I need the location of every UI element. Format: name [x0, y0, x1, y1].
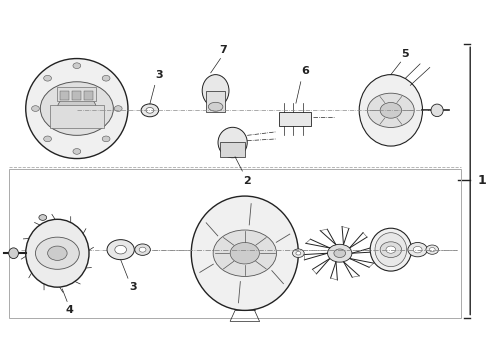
Bar	[9, 169, 462, 318]
Ellipse shape	[191, 196, 298, 310]
Circle shape	[102, 136, 110, 142]
Circle shape	[213, 230, 276, 276]
Circle shape	[334, 249, 345, 257]
Circle shape	[380, 103, 402, 118]
Circle shape	[40, 82, 113, 135]
Bar	[60, 91, 69, 100]
Circle shape	[31, 106, 39, 111]
Bar	[279, 112, 311, 126]
Ellipse shape	[370, 228, 412, 271]
Ellipse shape	[359, 75, 422, 146]
Circle shape	[107, 240, 134, 260]
Circle shape	[57, 94, 97, 123]
Text: 1: 1	[478, 174, 486, 186]
Text: 5: 5	[402, 49, 409, 59]
Circle shape	[102, 75, 110, 81]
Text: 6: 6	[302, 66, 310, 76]
Text: 3: 3	[156, 70, 164, 80]
Bar	[72, 91, 81, 100]
Circle shape	[44, 136, 51, 142]
Circle shape	[141, 104, 159, 117]
Ellipse shape	[375, 233, 407, 267]
Circle shape	[139, 247, 146, 252]
Circle shape	[296, 251, 301, 255]
Circle shape	[115, 246, 126, 254]
Ellipse shape	[208, 102, 223, 111]
Text: 2: 2	[244, 176, 251, 186]
Circle shape	[35, 237, 79, 269]
Circle shape	[293, 249, 304, 257]
Text: 4: 4	[66, 305, 74, 315]
Circle shape	[408, 243, 427, 257]
Text: 7: 7	[219, 45, 227, 55]
Ellipse shape	[26, 59, 128, 158]
Circle shape	[426, 245, 439, 254]
Circle shape	[39, 215, 47, 220]
Bar	[50, 105, 103, 128]
Circle shape	[73, 149, 81, 154]
Circle shape	[146, 108, 154, 113]
Bar	[57, 87, 97, 102]
Circle shape	[368, 93, 414, 127]
Text: 3: 3	[129, 282, 137, 292]
Circle shape	[73, 63, 81, 68]
Bar	[84, 91, 93, 100]
Circle shape	[135, 244, 150, 255]
Circle shape	[44, 75, 51, 81]
Circle shape	[386, 246, 396, 253]
Ellipse shape	[26, 219, 89, 287]
Ellipse shape	[202, 75, 229, 107]
Bar	[220, 143, 245, 157]
Circle shape	[380, 242, 402, 257]
Ellipse shape	[218, 127, 247, 158]
Bar	[206, 91, 225, 112]
Circle shape	[429, 248, 435, 252]
Circle shape	[48, 246, 67, 260]
Circle shape	[413, 247, 422, 253]
Ellipse shape	[431, 104, 443, 117]
Ellipse shape	[9, 248, 19, 258]
Circle shape	[327, 244, 352, 262]
Circle shape	[230, 243, 259, 264]
Circle shape	[114, 106, 122, 111]
